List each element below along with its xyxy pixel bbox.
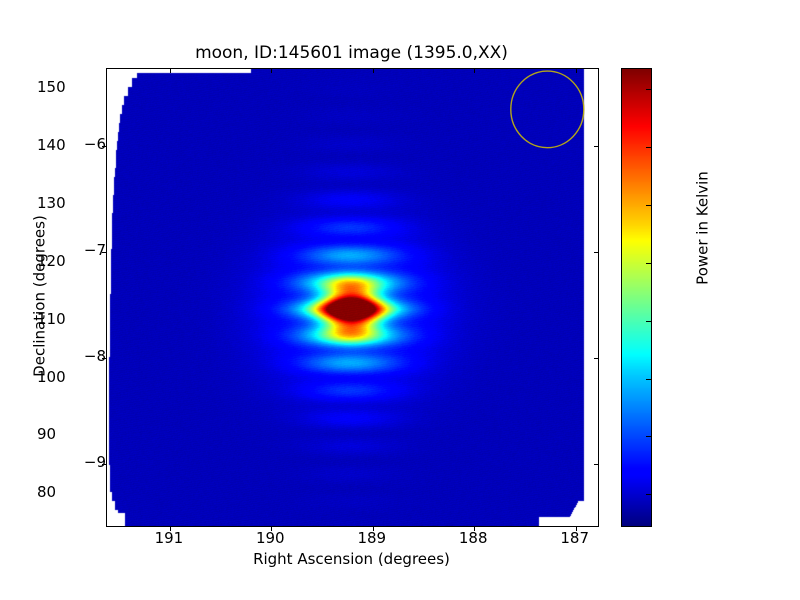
colorbar-tick-mark bbox=[646, 436, 651, 438]
y-ticklabel: −8 bbox=[83, 347, 106, 366]
x-ticklabel: 187 bbox=[560, 529, 589, 547]
y-tick-mark-right bbox=[594, 251, 598, 253]
colorbar-ticklabel: 90 bbox=[37, 425, 57, 444]
colorbar-ticklabel: 140 bbox=[37, 136, 66, 155]
colorbar-label: Power in Kelvin bbox=[693, 171, 712, 285]
x-tick-mark bbox=[169, 527, 171, 531]
x-tick-mark-top bbox=[169, 69, 171, 73]
colorbar-ticklabel: 100 bbox=[37, 367, 66, 386]
y-ticklabel: −6 bbox=[83, 134, 106, 153]
x-ticklabel: 191 bbox=[154, 529, 184, 547]
y-tick-mark bbox=[102, 358, 106, 360]
colorbar-ticklabel: 80 bbox=[37, 483, 57, 502]
colorbar-tick-mark bbox=[646, 320, 651, 322]
x-tick-mark-top bbox=[575, 69, 577, 73]
x-tick-mark bbox=[271, 527, 273, 531]
colorbar-ticklabel: 150 bbox=[37, 78, 66, 97]
x-tick-mark-top bbox=[474, 69, 476, 73]
x-tick-mark bbox=[474, 527, 476, 531]
x-ticklabel: 190 bbox=[255, 529, 285, 547]
colorbar-gradient bbox=[622, 69, 651, 526]
sky-image-axes[interactable] bbox=[102, 68, 599, 531]
colorbar-tick-mark bbox=[646, 494, 651, 496]
colorbar-axes[interactable] bbox=[621, 68, 652, 527]
x-tick-mark-top bbox=[372, 69, 374, 73]
colorbar-ticklabel: 110 bbox=[37, 309, 66, 328]
x-ticklabel: 188 bbox=[458, 529, 488, 547]
x-tick-mark bbox=[372, 527, 374, 531]
y-tick-mark-right bbox=[594, 358, 598, 360]
y-tick-mark-right bbox=[594, 464, 598, 466]
y-tick-mark bbox=[102, 251, 106, 253]
colorbar-tick-mark bbox=[646, 204, 651, 206]
colorbar-tick-mark bbox=[646, 378, 651, 380]
page-title: moon, ID:145601 image (1395.0,XX) bbox=[195, 43, 508, 63]
y-tick-mark-right bbox=[594, 145, 598, 147]
x-tick-mark-top bbox=[271, 69, 273, 73]
colorbar-tick-mark bbox=[646, 147, 651, 149]
x-ticklabel: 189 bbox=[357, 529, 387, 547]
colorbar-ticklabel: 120 bbox=[37, 251, 66, 270]
x-axis-label: Right Ascension (degrees) bbox=[253, 550, 450, 568]
colorbar-ticklabel: 130 bbox=[37, 193, 66, 212]
y-tick-mark bbox=[102, 145, 106, 147]
colorbar-tick-mark bbox=[646, 89, 651, 91]
sky-image-heatmap[interactable] bbox=[107, 69, 598, 526]
y-ticklabel: −9 bbox=[83, 453, 106, 472]
colorbar-tick-mark bbox=[646, 262, 651, 264]
y-ticklabel: −7 bbox=[83, 240, 106, 259]
y-tick-mark bbox=[102, 464, 106, 466]
x-tick-mark bbox=[575, 527, 577, 531]
